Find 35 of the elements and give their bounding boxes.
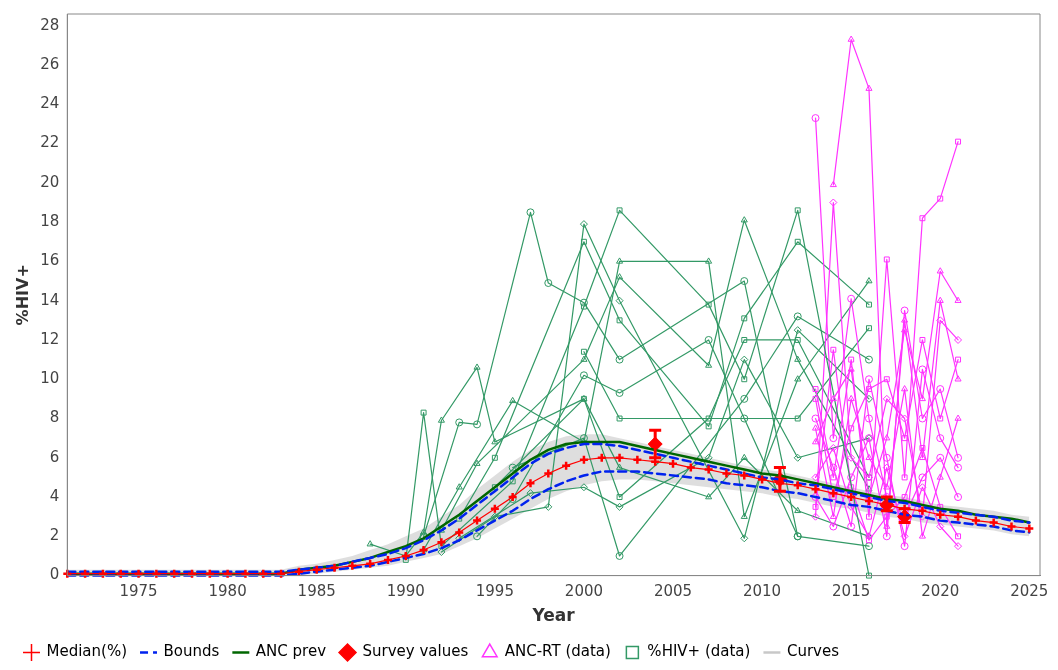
x-axis-title: Year	[531, 605, 576, 626]
x-tick-label: 1985	[297, 582, 336, 601]
legend-label: ANC-RT (data)	[504, 642, 611, 661]
y-tick-label: 28	[40, 15, 60, 34]
y-tick-label: 6	[49, 447, 60, 466]
x-tick-label: 1975	[119, 582, 158, 601]
y-tick-label: 14	[40, 290, 60, 309]
y-tick-label: 18	[40, 212, 60, 231]
y-axis-title: %HIV+	[12, 264, 32, 326]
x-tick-label: 1995	[475, 582, 514, 601]
y-tick-label: 22	[40, 133, 60, 152]
y-tick-label: 10	[40, 369, 60, 388]
y-tick-label: 16	[40, 251, 60, 270]
y-tick-label: 8	[49, 408, 60, 427]
y-tick-label: 24	[40, 94, 60, 113]
x-tick-label: 2005	[653, 582, 693, 601]
y-tick-label: 4	[49, 486, 60, 505]
legend-label: %HIV+ (data)	[647, 642, 751, 661]
legend-label: ANC prev	[255, 642, 327, 661]
x-tick-label: 2025	[1010, 582, 1049, 601]
x-tick-label: 1990	[386, 582, 425, 601]
x-tick-label: 2010	[742, 582, 782, 601]
legend-label: Survey values	[362, 642, 469, 661]
y-tick-label: 0	[49, 565, 60, 584]
x-tick-label: 2015	[832, 582, 871, 601]
x-tick-label: 2020	[921, 582, 960, 601]
y-tick-label: 2	[49, 526, 60, 545]
legend-label: Bounds	[163, 642, 220, 661]
legend-label: Median(%)	[46, 642, 128, 661]
x-tick-label: 1980	[208, 582, 247, 601]
legend-label: Curves	[786, 642, 840, 661]
y-tick-label: 26	[40, 54, 60, 73]
y-tick-label: 20	[40, 172, 60, 191]
y-tick-label: 12	[40, 329, 60, 348]
x-tick-label: 2000	[564, 582, 604, 601]
